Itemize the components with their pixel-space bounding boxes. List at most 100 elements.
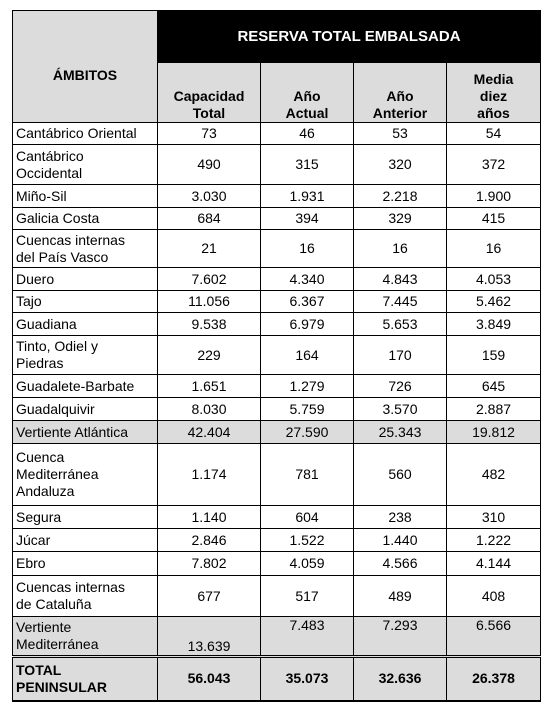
cell-value: 315 [260, 144, 354, 185]
cell-value: 16 [445, 229, 542, 268]
cell-value: 5.462 [445, 290, 542, 313]
cell-value: 4.843 [353, 267, 447, 291]
cell-value: 6.566 [445, 616, 542, 657]
cell-value: 170 [353, 335, 447, 375]
cell-value: 517 [260, 575, 354, 617]
cell-value: 310 [445, 505, 542, 529]
cell-value: 73 [157, 122, 261, 145]
cell-value: 490 [157, 144, 261, 185]
row-label: Vertiente Atlántica [12, 420, 158, 444]
cell-value: 3.849 [445, 312, 542, 336]
table-row: Guadiana 9.538 6.979 5.653 3.849 [12, 312, 542, 336]
column-header: Año Anterior [353, 62, 447, 123]
table-row: Guadalquivir 8.030 5.759 3.570 2.887 [12, 397, 542, 421]
row-label: TOTAL PENINSULAR [12, 655, 158, 702]
reserve-table: ÁMBITOS RESERVA TOTAL EMBALSADA Capacida… [12, 10, 542, 702]
cell-value: 415 [445, 207, 542, 230]
cell-value: 4.340 [260, 267, 354, 291]
cell-value: 5.759 [260, 397, 354, 421]
table-row: TOTAL PENINSULAR 56.043 35.073 32.636 26.378 [12, 655, 542, 702]
cell-value: 1.900 [445, 184, 542, 208]
cell-value: 11.056 [157, 290, 261, 313]
cell-value: 7.802 [157, 551, 261, 576]
row-label: Galicia Costa [12, 207, 158, 230]
table-row: Miño-Sil 3.030 1.931 2.218 1.900 [12, 184, 542, 208]
cell-value: 35.073 [260, 655, 354, 702]
table-row: Galicia Costa 684 394 329 415 [12, 207, 542, 230]
table-row: Cuencas internas de Cataluña 677 517 489 408 [12, 575, 542, 617]
row-label: Cuencas internas de Cataluña [12, 575, 158, 617]
cell-value: 1.522 [260, 528, 354, 552]
table-title: RESERVA TOTAL EMBALSADA [156, 10, 542, 63]
table-row: Cantábrico Oriental 73 46 53 54 [12, 122, 542, 145]
cell-value: 604 [260, 505, 354, 529]
cell-value: 229 [157, 335, 261, 375]
row-header: ÁMBITOS [12, 10, 158, 123]
table-row: Vertiente Atlántica 42.404 27.590 25.343 19.… [12, 420, 542, 444]
row-label: Cuenca Mediterránea Andaluza [12, 443, 158, 506]
table-row: Cuenca Mediterránea Andaluza 1.174 781 560 4… [12, 443, 542, 506]
table-row: Cantábrico Occidental 490 315 320 372 [12, 144, 542, 185]
cell-value: 19.812 [445, 420, 542, 444]
cell-value: 394 [260, 207, 354, 230]
column-header: Capacidad Total [157, 62, 261, 123]
cell-value: 781 [260, 443, 354, 506]
cell-value: 164 [260, 335, 354, 375]
table-row: Vertiente Mediterránea 13.639 7.483 7.293 6.… [12, 616, 542, 657]
cell-value: 1.651 [157, 374, 261, 398]
cell-value: 32.636 [353, 655, 447, 702]
cell-value: 16 [353, 229, 447, 268]
cell-value: 6.979 [260, 312, 354, 336]
row-label: Miño-Sil [12, 184, 158, 208]
row-label: Cantábrico Occidental [12, 144, 158, 185]
row-label: Segura [12, 505, 158, 529]
row-label: Guadalquivir [12, 397, 158, 421]
table-row: Tinto, Odiel y Piedras 229 164 170 159 [12, 335, 542, 375]
row-label: Guadalete-Barbate [12, 374, 158, 398]
cell-value: 645 [445, 374, 542, 398]
cell-value: 9.538 [157, 312, 261, 336]
cell-value: 726 [353, 374, 447, 398]
cell-value: 4.059 [260, 551, 354, 576]
row-label: Tinto, Odiel y Piedras [12, 335, 158, 375]
cell-value: 3.570 [353, 397, 447, 421]
cell-value: 1.140 [157, 505, 261, 529]
cell-value: 4.144 [445, 551, 542, 576]
cell-value: 54 [445, 122, 542, 145]
table-row: Ebro 7.802 4.059 4.566 4.144 [12, 551, 542, 576]
cell-value: 56.043 [157, 655, 261, 702]
cell-value: 5.653 [353, 312, 447, 336]
cell-value: 7.602 [157, 267, 261, 291]
cell-value: 25.343 [353, 420, 447, 444]
cell-value: 2.846 [157, 528, 261, 552]
cell-value: 26.378 [445, 655, 542, 702]
table-row: Segura 1.140 604 238 310 [12, 505, 542, 529]
cell-value: 16 [260, 229, 354, 268]
cell-value: 13.639 [157, 616, 261, 657]
cell-value: 2.218 [353, 184, 447, 208]
table-row: Guadalete-Barbate 1.651 1.279 726 645 [12, 374, 542, 398]
cell-value: 238 [353, 505, 447, 529]
cell-value: 560 [353, 443, 447, 506]
cell-value: 7.483 [260, 616, 354, 657]
cell-value: 4.053 [445, 267, 542, 291]
table-row: Júcar 2.846 1.522 1.440 1.222 [12, 528, 542, 552]
cell-value: 27.590 [260, 420, 354, 444]
cell-value: 408 [445, 575, 542, 617]
cell-value: 677 [157, 575, 261, 617]
table-row: Duero 7.602 4.340 4.843 4.053 [12, 267, 542, 291]
row-label: Tajo [12, 290, 158, 313]
cell-value: 8.030 [157, 397, 261, 421]
row-label: Cantábrico Oriental [12, 122, 158, 145]
cell-value: 320 [353, 144, 447, 185]
cell-value: 3.030 [157, 184, 261, 208]
row-label: Duero [12, 267, 158, 291]
cell-value: 1.440 [353, 528, 447, 552]
column-header: Media diez años [445, 62, 542, 123]
row-label: Ebro [12, 551, 158, 576]
column-header: Año Actual [260, 62, 354, 123]
cell-value: 1.279 [260, 374, 354, 398]
cell-value: 2.887 [445, 397, 542, 421]
table-row: Cuencas internas del País Vasco 21 16 16 16 [12, 229, 542, 268]
